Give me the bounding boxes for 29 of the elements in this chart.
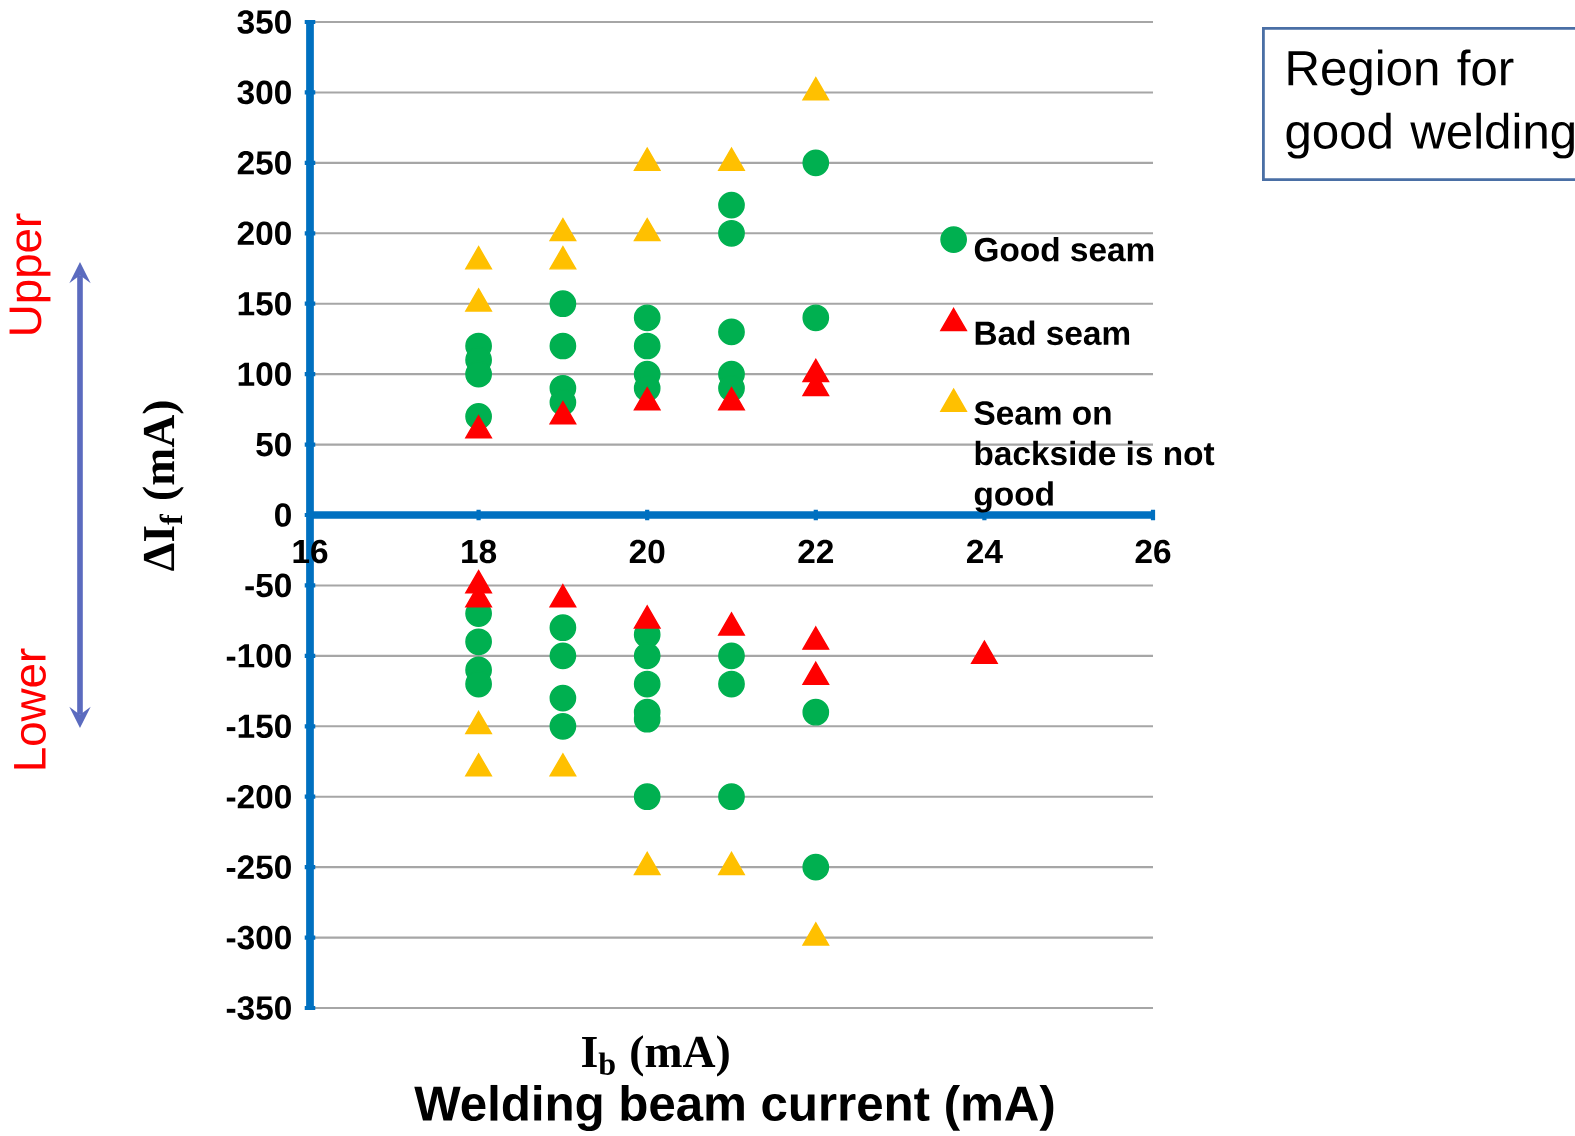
legend-label: Good seam xyxy=(974,236,1154,262)
text: Lower xyxy=(14,648,46,769)
y-tick-label: -350 xyxy=(226,996,291,1020)
y-tick-label: -50 xyxy=(245,573,291,598)
y-tick-label: 350 xyxy=(237,10,291,34)
text: Upper xyxy=(9,213,51,334)
y-tick-label: 200 xyxy=(237,221,291,246)
y-tick-label: 0 xyxy=(275,503,291,527)
y-tick-label: 100 xyxy=(238,362,291,386)
y-tick-label: -250 xyxy=(226,855,291,879)
x-tick-label: 22 xyxy=(798,539,834,564)
text: Welding beam current (mA) xyxy=(414,1084,1054,1132)
y-tick-label: 300 xyxy=(237,80,291,105)
x-tick-label: 26 xyxy=(1135,539,1171,564)
y-tick-label: -200 xyxy=(226,784,291,809)
y-tick-label: -300 xyxy=(226,925,291,950)
text: Region for good welding xyxy=(1286,49,1574,159)
legend-label: Bad seam xyxy=(975,320,1130,346)
x-axis-title: I$_{b}$ (mA) xyxy=(582,1035,729,1077)
legend-label: Seam on backside is not good xyxy=(974,401,1215,513)
y-tick-label: -100 xyxy=(226,644,291,668)
y-axis-title: ΔI$_{f}$ (mA) xyxy=(142,401,184,571)
y-tick-label: 250 xyxy=(237,151,291,175)
x-tick-label: 24 xyxy=(966,539,1003,564)
y-tick-label: -150 xyxy=(226,714,291,739)
y-tick-label: 150 xyxy=(238,291,291,316)
x-tick-label: 20 xyxy=(629,539,665,564)
x-tick-label: 18 xyxy=(462,539,497,564)
y-tick-label: 50 xyxy=(256,432,291,457)
